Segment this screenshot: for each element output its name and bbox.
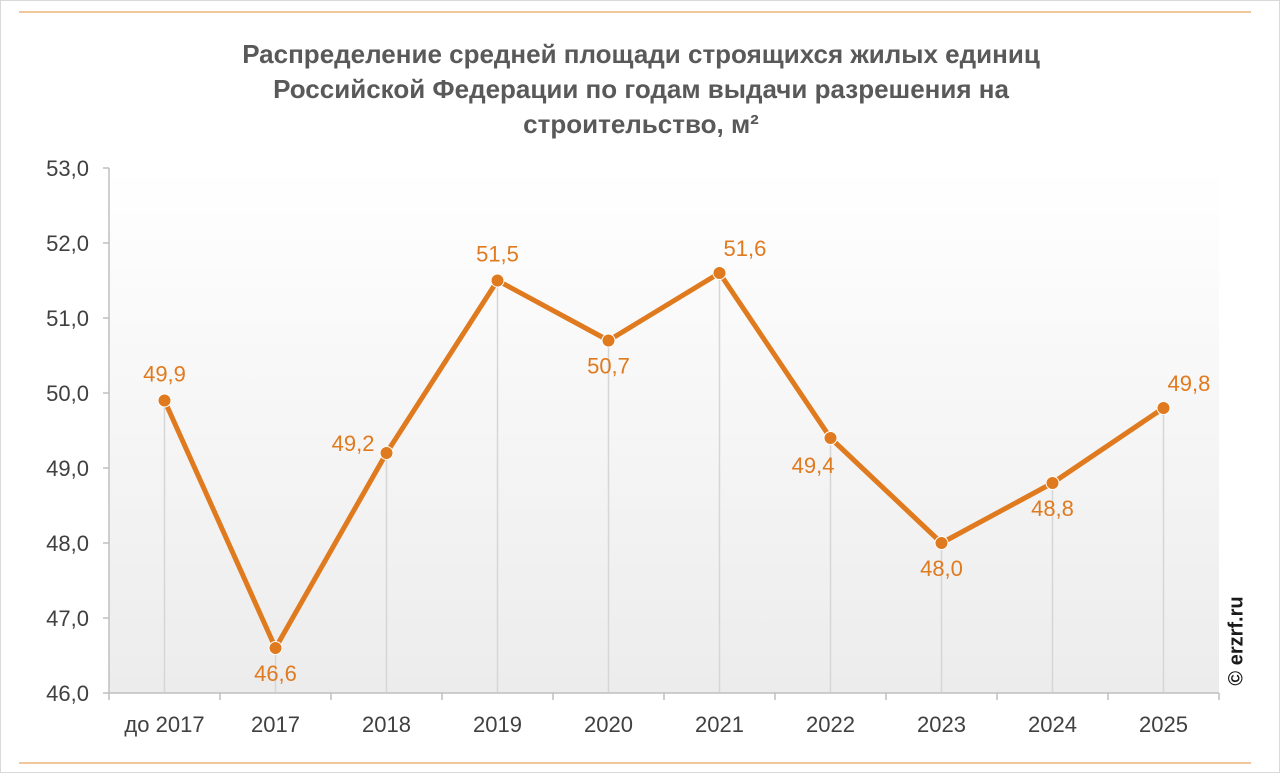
- data-point: [268, 641, 283, 655]
- bottom-rule: [19, 762, 1251, 764]
- title-line-1: Распределение средней площади строящихся…: [242, 39, 1040, 69]
- plot-background: [109, 168, 1219, 693]
- y-tick-label: 48,0: [46, 531, 89, 556]
- data-point: [157, 393, 172, 408]
- data-point: [601, 333, 616, 348]
- x-tick-label: 2018: [362, 712, 411, 737]
- title-line-2: Российской Федерации по годам выдачи раз…: [273, 74, 1009, 104]
- y-tick-label: 50,0: [46, 381, 89, 406]
- x-tick-label: 2020: [584, 712, 633, 737]
- x-tick-label: 2025: [1139, 712, 1188, 737]
- y-tick-label: 53,0: [46, 156, 89, 181]
- data-label: 46,6: [254, 661, 297, 686]
- y-tick-label: 51,0: [46, 306, 89, 331]
- data-label: 49,2: [332, 431, 375, 456]
- x-tick-label: 2022: [806, 712, 855, 737]
- axes: [103, 167, 1220, 700]
- data-label: 48,8: [1031, 496, 1074, 521]
- data-point: [712, 266, 727, 280]
- data-point: [1156, 401, 1171, 415]
- data-point: [1045, 476, 1060, 490]
- chart-title: Распределение средней площади строящихся…: [141, 37, 1141, 142]
- y-tick-label: 49,0: [46, 456, 89, 481]
- y-axis-tick-labels: 46,0 47,0 48,0 49,0 50,0 51,0 52,0 53,0: [46, 156, 89, 706]
- y-tick-label: 47,0: [46, 606, 89, 631]
- data-point: [934, 536, 949, 550]
- x-tick-label: до 2017: [124, 712, 204, 737]
- x-tick-label: 2023: [917, 712, 966, 737]
- top-rule: [19, 11, 1251, 13]
- data-label: 51,6: [724, 236, 767, 261]
- x-tick-label: 2017: [251, 712, 300, 737]
- credit-watermark: © erzrf.ru: [1225, 596, 1248, 686]
- title-line-3: строительство, м²: [523, 109, 759, 139]
- drop-lines: [163, 273, 1165, 693]
- data-label: 50,7: [587, 354, 630, 379]
- x-tick-label: 2021: [695, 712, 744, 737]
- data-points: [157, 266, 1171, 655]
- series-line: [162, 270, 1166, 651]
- data-labels: 49,9 46,6 49,2 51,5 50,7 51,6 49,4 48,0 48,8 49,8: [143, 236, 1210, 686]
- data-point: [379, 446, 394, 460]
- y-tick-label: 46,0: [46, 681, 89, 706]
- data-label: 48,0: [920, 556, 963, 581]
- data-label: 49,8: [1168, 371, 1211, 396]
- x-tick-label: 2024: [1028, 712, 1077, 737]
- data-point: [490, 273, 505, 288]
- x-tick-label: 2019: [473, 712, 522, 737]
- y-tick-label: 52,0: [46, 231, 89, 256]
- data-label: 49,4: [792, 453, 835, 478]
- series-polyline: [162, 270, 1166, 651]
- x-axis-tick-labels: до 2017 2017 2018 2019 2020 2021 2022 2023 2024 2…: [124, 712, 1188, 737]
- data-label: 51,5: [476, 242, 519, 267]
- data-label: 49,9: [143, 362, 186, 387]
- data-point: [823, 431, 838, 445]
